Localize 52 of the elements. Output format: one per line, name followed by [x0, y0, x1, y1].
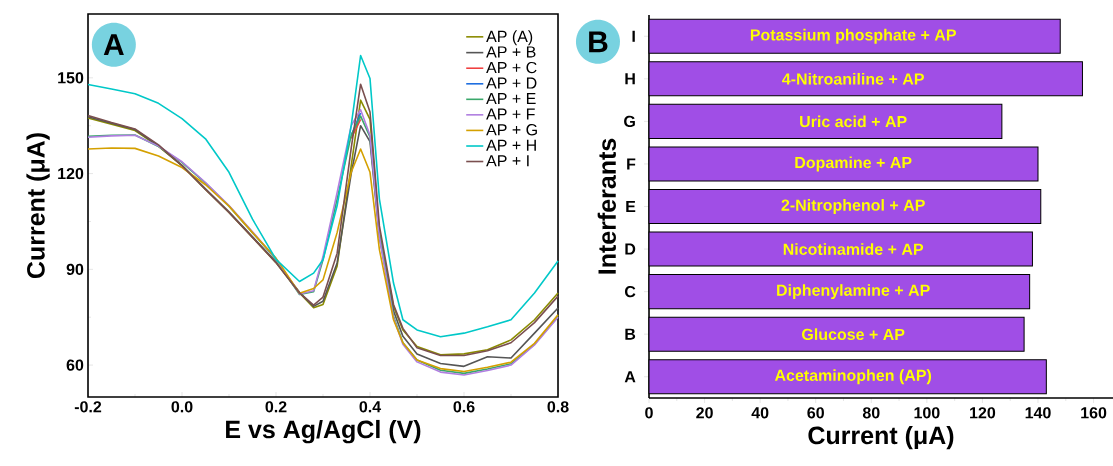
y-tick-label: 120 [58, 167, 84, 180]
y-tick-label: F [627, 158, 636, 170]
y-tick-label: C [624, 285, 636, 298]
x-tick-label: 100 [914, 407, 940, 419]
y-tick-label: 150 [58, 72, 84, 84]
y-tick-label: E [626, 200, 636, 212]
x-tick-label: 0.2 [265, 401, 287, 413]
x-tick-label: 0 [645, 407, 653, 419]
y-axis-title: Interferants [597, 138, 616, 274]
annotation: Acetaminophen (AP) [774, 369, 932, 385]
y-tick-label: H [625, 73, 635, 85]
text: B [589, 31, 608, 53]
y-tick-label: 90 [66, 263, 84, 275]
x-tick-label: 120 [970, 407, 996, 419]
x-tick-label: 0.8 [547, 401, 569, 413]
x-axis-title: E vs Ag/AgCl (V) [226, 419, 421, 444]
x-tick-label: 20 [696, 407, 713, 419]
legend-label: AP + I [486, 155, 529, 167]
legend-label: AP + C [486, 61, 537, 74]
x-tick-label: -0.2 [74, 401, 102, 413]
legend-label: AP + G [486, 124, 537, 136]
x-tick-label: 0.6 [453, 401, 475, 413]
annotation: Nicotinamide + AP [783, 243, 924, 255]
legend-label: AP + H [486, 139, 536, 151]
x-tick-label: 80 [862, 407, 880, 419]
annotation: 2-Nitrophenol + AP [781, 199, 925, 214]
y-axis-title: Current (μA) [26, 133, 50, 279]
x-axis-title: Current (μA) [808, 425, 954, 450]
x-tick-label: 0.4 [359, 401, 382, 413]
legend-label: AP (A) [486, 30, 533, 46]
legend-label: AP + E [486, 93, 536, 105]
x-tick-label: 60 [807, 407, 824, 419]
x-tick-label: 160 [1081, 407, 1107, 419]
annotation: Uric acid + AP [800, 115, 907, 128]
y-tick-label: D [625, 243, 636, 255]
annotation: Potassium phosphate + AP [750, 28, 956, 44]
x-tick-label: 40 [751, 407, 769, 419]
x-tick-label: 0.0 [171, 401, 193, 413]
y-tick-label: G [624, 115, 635, 128]
annotation: Diphenylamine + AP [777, 284, 930, 300]
legend-label: AP + D [486, 77, 537, 89]
legend-label: AP + F [486, 108, 535, 120]
annotation: Glucose + AP [802, 328, 905, 341]
y-tick-label: A [624, 371, 636, 383]
legend-label: AP + B [486, 46, 536, 58]
y-tick-label: B [625, 328, 636, 340]
y-tick-label: 60 [66, 359, 84, 371]
x-tick-label: 140 [1025, 407, 1051, 419]
y-tick-label: I [632, 30, 635, 42]
annotation: Dopamine + AP [795, 156, 912, 172]
annotation: 4-Nitroaniline + AP [782, 72, 924, 85]
annotation: A [103, 34, 124, 55]
